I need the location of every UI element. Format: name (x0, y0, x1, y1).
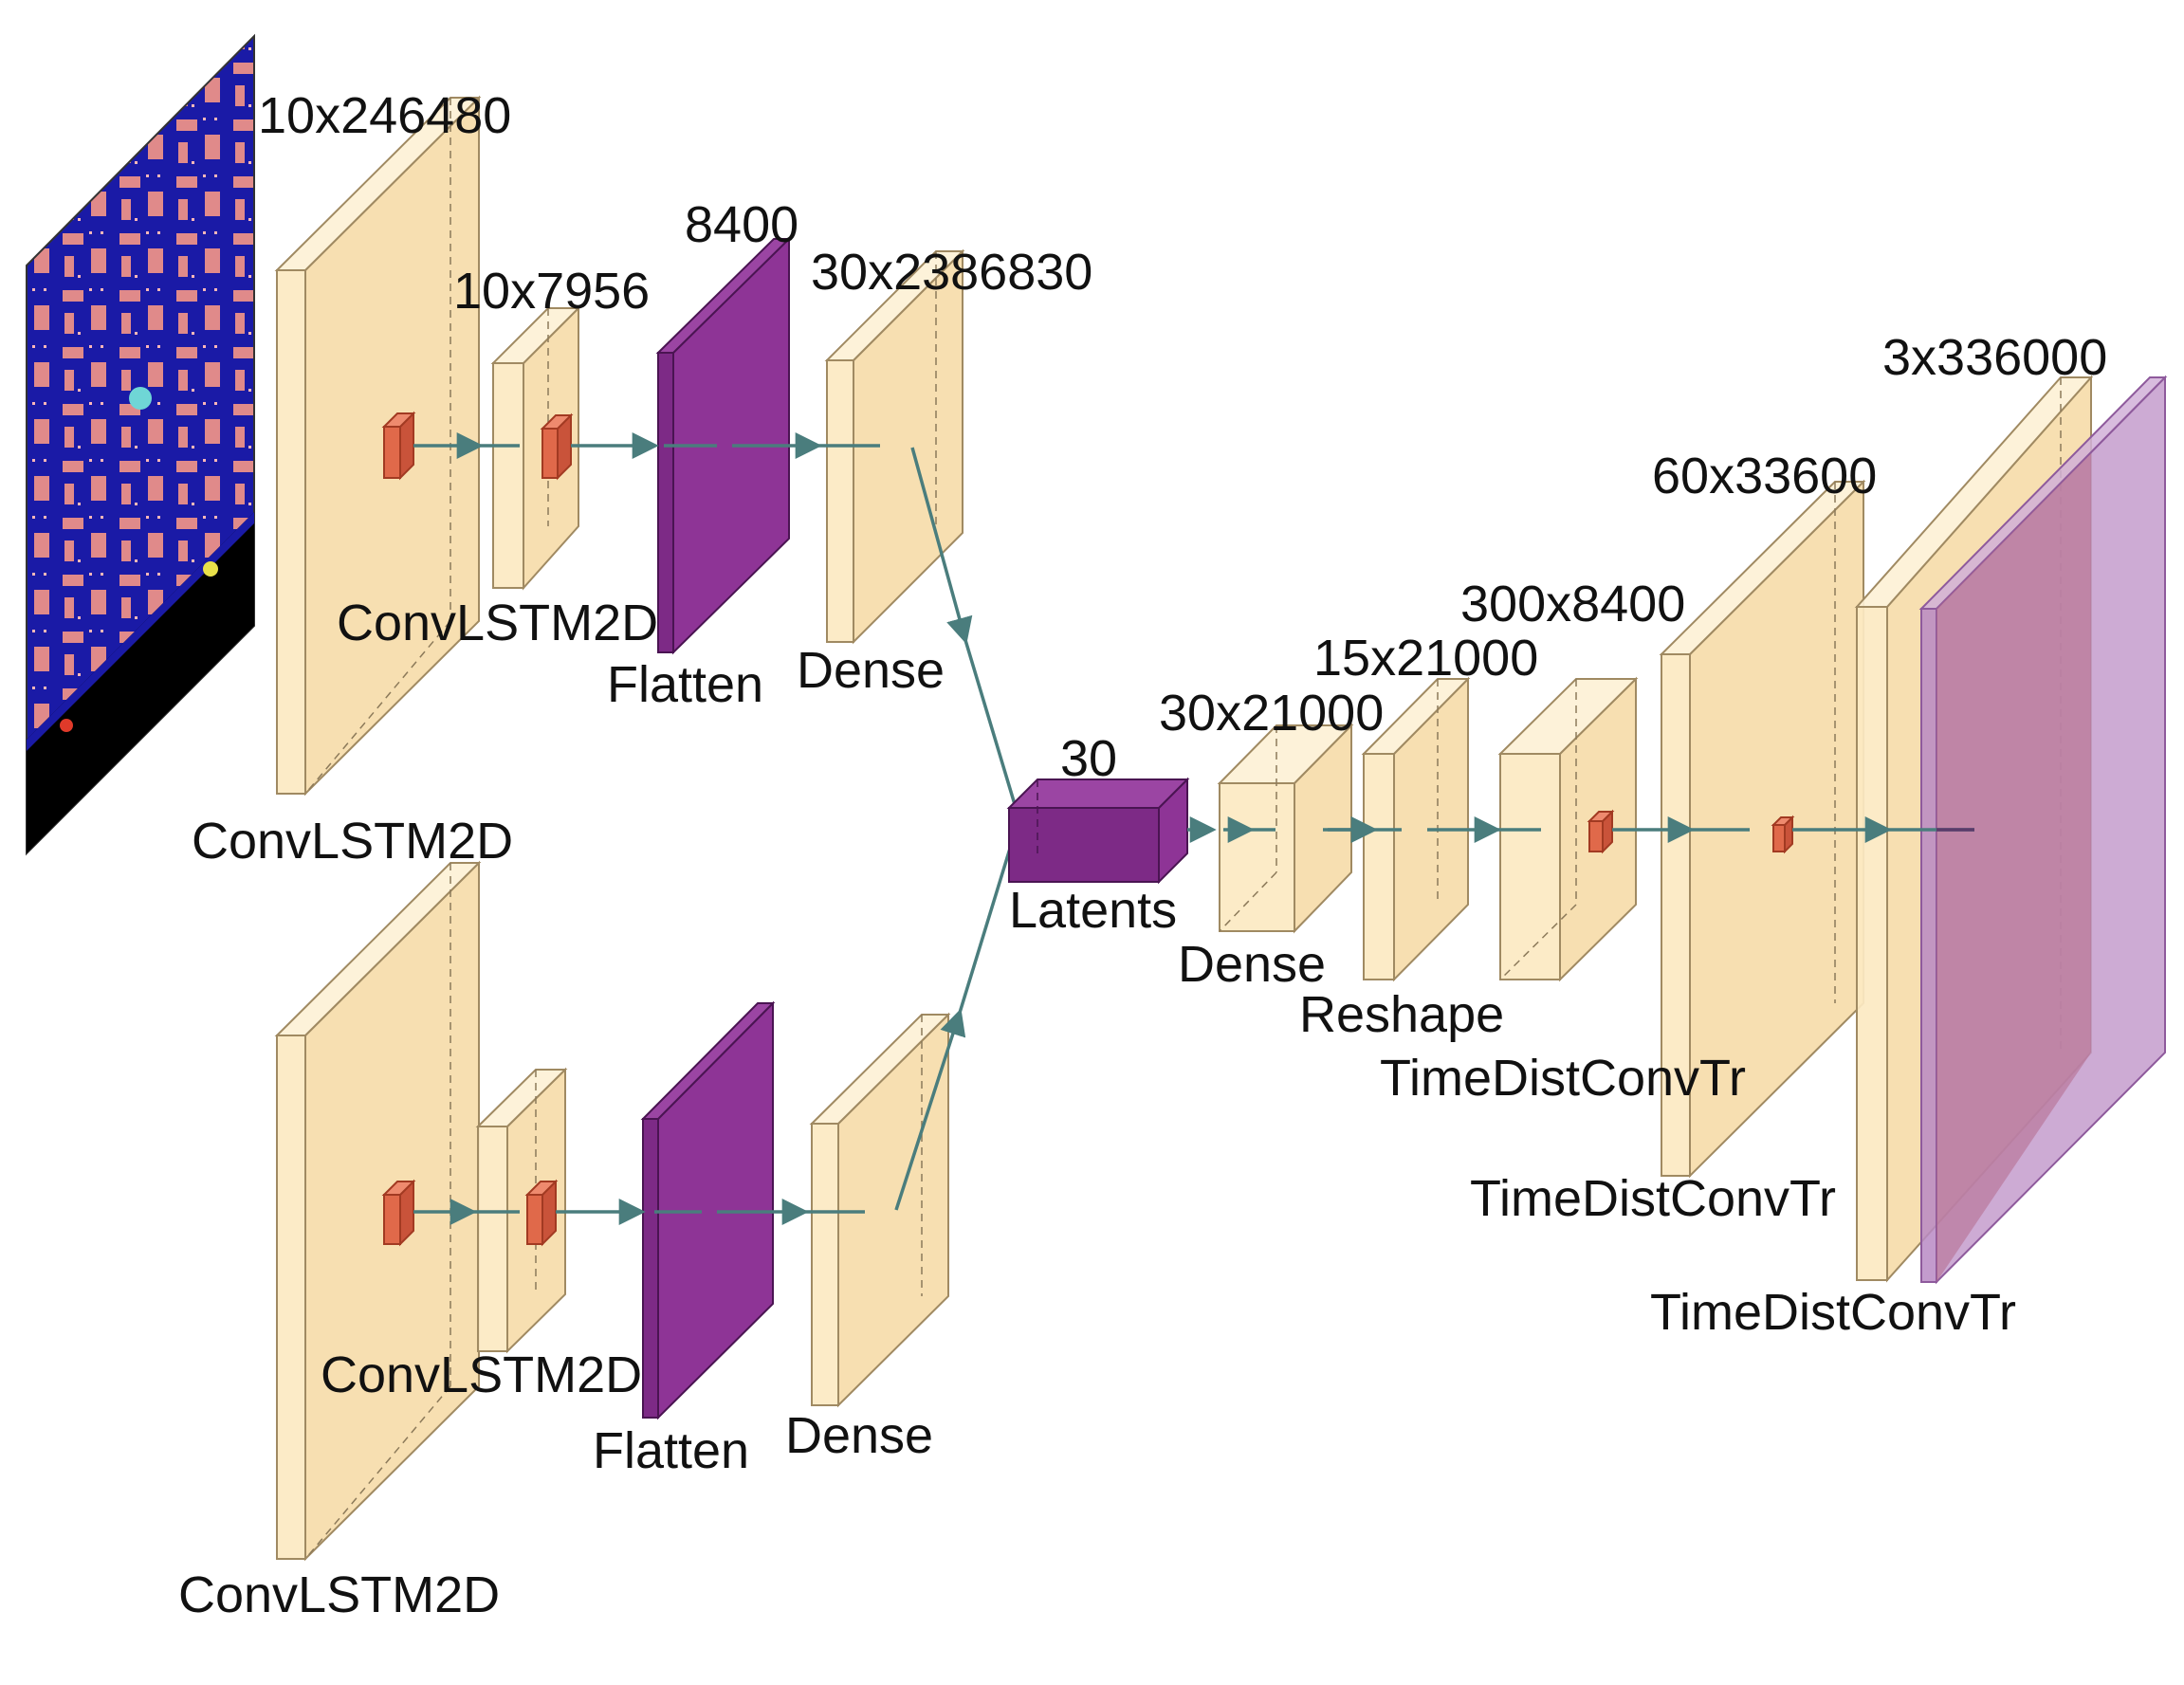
lives-icon (203, 561, 218, 577)
layer-label: Latents (1009, 882, 1177, 939)
kernel-icon (1589, 812, 1612, 852)
layer-label: TimeDistConvTr (1650, 1284, 2016, 1341)
flow-arrow (960, 839, 1013, 1013)
layer-label: Dense (797, 642, 945, 699)
fruit-icon (60, 719, 73, 732)
shape-label: 15x21000 (1313, 630, 1538, 687)
shape-label: 30x2386830 (811, 244, 1092, 301)
flow-arrow (965, 640, 1022, 830)
layer-label: Flatten (593, 1422, 749, 1479)
layer-label: ConvLSTM2D (178, 1566, 500, 1623)
ghost-icon (129, 387, 152, 410)
layer-label: ConvLSTM2D (192, 813, 513, 870)
bottom-dense-block (812, 1015, 948, 1405)
input-game-frame (27, 36, 254, 853)
shape-label: 8400 (685, 196, 798, 253)
kernel-icon (384, 413, 413, 478)
kernel-icon (384, 1181, 413, 1244)
layer-label: Dense (785, 1407, 933, 1464)
layer-label: ConvLSTM2D (337, 595, 658, 651)
shape-label: 300x8400 (1460, 576, 1685, 632)
kernel-icon (527, 1181, 556, 1244)
layer-label: Reshape (1299, 986, 1504, 1043)
latents-block (1009, 779, 1187, 882)
layer-label: Dense (1178, 936, 1326, 993)
layer-label: TimeDistConvTr (1380, 1050, 1746, 1107)
top-convlstm2d-2-block (493, 308, 578, 588)
shape-label: 30 (1060, 730, 1117, 787)
kernel-icon (1773, 817, 1792, 852)
shape-label: 10x246480 (258, 87, 511, 144)
shape-label: 3x336000 (1882, 329, 2107, 386)
layer-label: ConvLSTM2D (321, 1346, 642, 1403)
layer-label: Flatten (607, 656, 763, 713)
kernel-icon (542, 415, 571, 478)
shape-label: 30x21000 (1159, 685, 1384, 742)
layer-label: TimeDistConvTr (1470, 1170, 1836, 1227)
shape-label: 60x33600 (1652, 448, 1877, 504)
shape-label: 10x7956 (453, 263, 650, 320)
